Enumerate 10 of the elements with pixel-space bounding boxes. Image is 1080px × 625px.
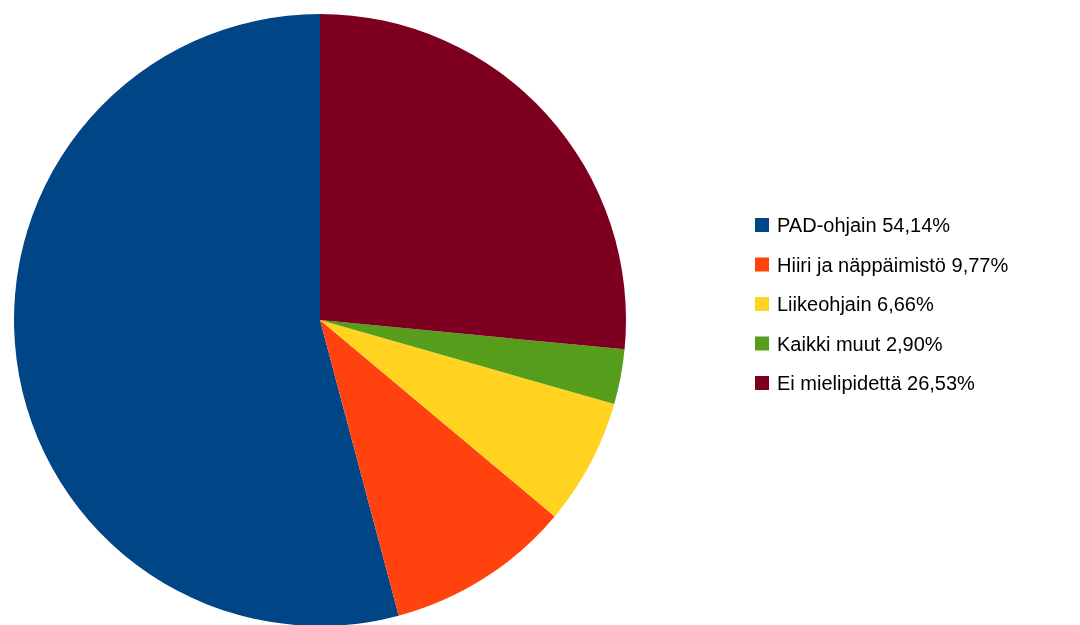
pie-slice: [320, 14, 626, 350]
legend-label: Kaikki muut 2,90%: [777, 332, 943, 355]
pie-slice: [320, 320, 555, 616]
legend-label: Liikeohjain 6,66%: [777, 293, 934, 315]
pie-slice: [14, 14, 399, 625]
legend-label: Ei mielipidettä 26,53%: [777, 372, 976, 394]
pie-slice: [320, 320, 615, 517]
legend-label: PAD-ohjain 54,14%: [777, 214, 951, 236]
legend-label: Hiiri ja näppäimistö 9,77%: [777, 253, 1009, 276]
pie-slice: [320, 320, 625, 405]
